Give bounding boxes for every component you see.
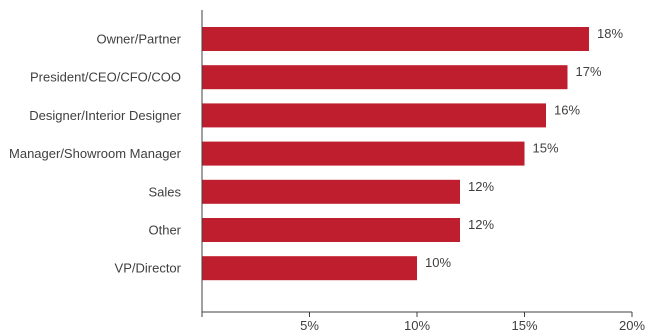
category-label-manager-showroom-manager: Manager/Showroom Manager xyxy=(9,146,182,161)
bar-other xyxy=(202,218,460,242)
bar-president-ceo-cfo-coo xyxy=(202,65,568,90)
value-label-manager-showroom-manager: 15% xyxy=(533,141,559,156)
value-labels: 18% 17% 16% 15% 12% 12% 10% xyxy=(425,26,623,270)
axes-layer xyxy=(201,10,633,317)
value-label-vp-director: 10% xyxy=(425,255,451,270)
value-label-president-ceo-cfo-coo: 17% xyxy=(576,64,602,79)
value-label-other: 12% xyxy=(468,217,494,232)
category-label-other: Other xyxy=(148,223,181,238)
bar-designer-interior-designer xyxy=(202,103,546,128)
bar-vp-director xyxy=(202,256,417,281)
bar-owner-partner xyxy=(202,27,589,51)
x-tick-label-20: 20% xyxy=(619,318,645,333)
category-label-vp-director: VP/Director xyxy=(115,261,182,276)
x-tick-label-10: 10% xyxy=(404,318,430,333)
category-label-owner-partner: Owner/Partner xyxy=(96,32,181,47)
value-label-sales: 12% xyxy=(468,179,494,194)
category-label-president-ceo-cfo-coo: President/CEO/CFO/COO xyxy=(30,70,181,85)
bar-manager-showroom-manager xyxy=(202,141,525,166)
category-label-sales: Sales xyxy=(148,184,181,199)
x-tick-label-15: 15% xyxy=(511,318,537,333)
bars-layer xyxy=(202,27,589,281)
x-tick-labels: 5% 10% 15% 20% xyxy=(300,318,645,333)
bar-sales xyxy=(202,179,460,204)
category-labels: Owner/Partner President/CEO/CFO/COO Design… xyxy=(9,32,182,276)
category-label-designer-interior-designer: Designer/Interior Designer xyxy=(29,108,181,123)
x-tick-label-5: 5% xyxy=(300,318,319,333)
value-label-designer-interior-designer: 16% xyxy=(554,102,580,117)
value-label-owner-partner: 18% xyxy=(597,26,623,41)
